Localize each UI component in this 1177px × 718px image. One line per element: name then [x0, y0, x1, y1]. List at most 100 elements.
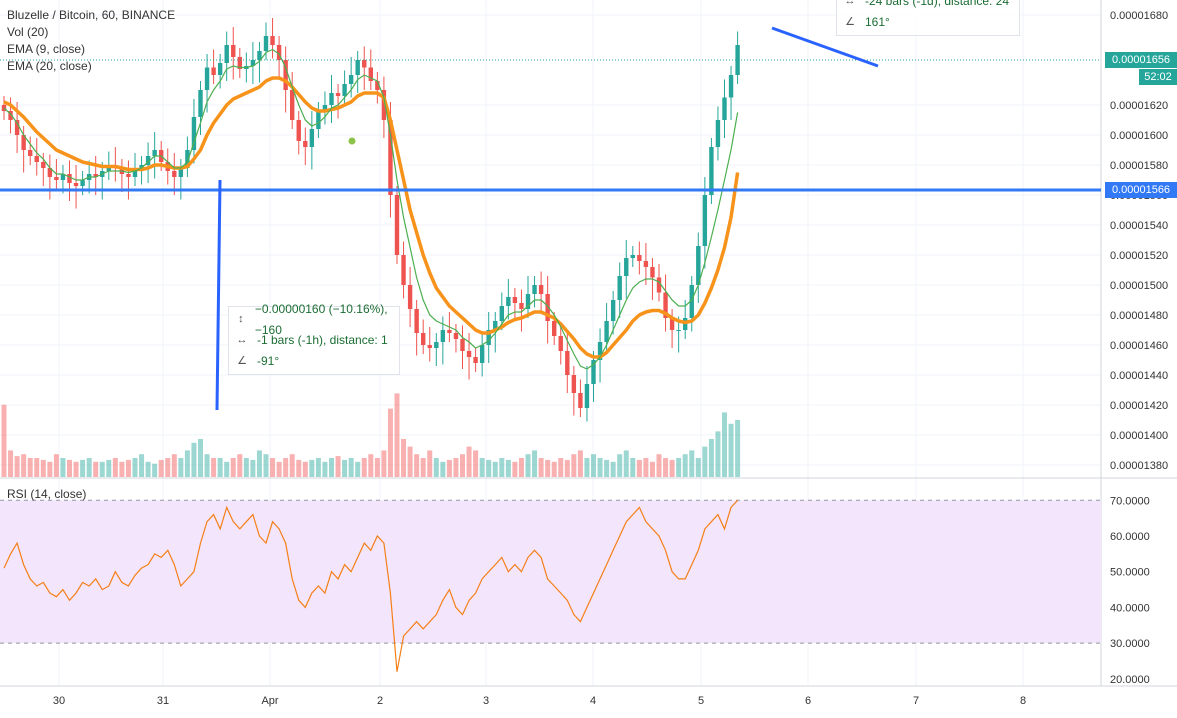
- volume-bar: [394, 393, 400, 477]
- ema9-line: [3, 48, 739, 370]
- rsi-tick-label: 20.0000: [1110, 674, 1150, 686]
- volume-bar: [145, 461, 151, 477]
- volume-bar: [669, 459, 675, 477]
- volume-bar: [60, 458, 66, 477]
- candle-body: [519, 303, 524, 309]
- volume-bar: [40, 459, 46, 477]
- volume-bar: [27, 458, 33, 477]
- symbol-title: Bluzelle / Bitcoin, 60, BINANCE: [7, 8, 176, 22]
- candle-body: [322, 105, 328, 111]
- time-tick-label: 8: [1020, 695, 1026, 707]
- volume-bar: [119, 461, 125, 477]
- candle-body: [388, 120, 393, 195]
- volume-bar: [263, 454, 269, 477]
- candle-body: [73, 183, 79, 186]
- volume-bar: [224, 461, 230, 477]
- volume-bar: [577, 450, 583, 477]
- candle-body: [47, 168, 53, 177]
- rsi-tick-label: 50.0000: [1110, 567, 1150, 579]
- candle-body: [348, 75, 354, 84]
- price-tick-label: 0.00001600: [1110, 130, 1168, 142]
- candle-body: [21, 135, 26, 150]
- price-tick-label: 0.00001380: [1110, 460, 1168, 472]
- measure-price-change: −0.00000160 (−10.16%), −160: [254, 301, 388, 337]
- volume-bar: [73, 461, 79, 477]
- volume-bar: [702, 446, 708, 477]
- candle-body: [224, 45, 229, 63]
- candle-body: [512, 297, 518, 303]
- candle-body: [211, 67, 216, 75]
- volume-bar: [132, 458, 138, 477]
- candle-body: [237, 57, 242, 69]
- volume-bar: [538, 458, 544, 477]
- candle-body: [309, 129, 315, 147]
- candle-body: [624, 258, 629, 276]
- volume-bar: [453, 458, 459, 477]
- volume-bar: [564, 459, 570, 477]
- candle-body: [132, 171, 138, 177]
- volume-bar: [335, 456, 341, 477]
- volume-bar: [649, 461, 655, 477]
- rsi-tick-label: 70.0000: [1110, 495, 1150, 507]
- candle-body: [722, 97, 727, 120]
- candle-body: [479, 345, 485, 363]
- volume-bar: [67, 459, 72, 477]
- volume-bar: [198, 439, 203, 477]
- volume-bar: [53, 454, 59, 477]
- candle-body: [656, 277, 662, 293]
- legend: Bluzelle / Bitcoin, 60, BINANCE Vol (20)…: [7, 7, 175, 75]
- volume-bar: [591, 454, 596, 477]
- candle-body: [663, 292, 668, 318]
- candle-body: [290, 90, 295, 120]
- volume-bar: [499, 458, 505, 477]
- volume-bar: [656, 454, 662, 477]
- volume-bar: [125, 459, 131, 477]
- volume-bar: [505, 459, 511, 477]
- candle-body: [689, 285, 694, 318]
- measure-angle: -91°: [257, 354, 280, 368]
- measure-line: [215, 179, 222, 411]
- volume-bar: [512, 461, 518, 477]
- candle-body: [617, 276, 622, 300]
- volume-bar: [433, 458, 439, 477]
- volume-bar: [204, 454, 210, 477]
- volume-bar: [715, 431, 721, 477]
- rsi-band: [0, 500, 1101, 644]
- candle-body: [381, 90, 387, 120]
- candle-body: [434, 342, 439, 348]
- candle-body: [506, 297, 511, 306]
- candle-body: [126, 174, 131, 177]
- volume-bar: [722, 412, 727, 477]
- trend-tool-box[interactable]: ↔ -24 bars (-1d), distance: 24 ∠ 161°: [836, 0, 1020, 36]
- candle-body: [715, 120, 721, 147]
- candle-body: [67, 174, 72, 183]
- time-tick-label: 7: [913, 695, 919, 707]
- candle-body: [329, 93, 334, 105]
- volume-bar: [152, 463, 158, 477]
- volume-bar: [466, 446, 472, 477]
- time-tick-label: 30: [53, 695, 65, 707]
- volume-bar: [401, 439, 407, 477]
- candle-body: [316, 111, 321, 129]
- measure-tool-box[interactable]: ↕ −0.00000160 (−10.16%), −160 ↔ -1 bars (-…: [228, 302, 400, 375]
- volume-bar: [604, 459, 610, 477]
- volume-bar: [708, 439, 714, 477]
- candle-body: [650, 267, 655, 278]
- price-tick-label: 0.00001480: [1110, 310, 1168, 322]
- candle-body: [303, 141, 308, 147]
- candle-body: [486, 330, 491, 345]
- candle-body: [342, 84, 347, 96]
- candle-body: [558, 336, 563, 351]
- volume-bar: [191, 442, 197, 477]
- volume-bar: [643, 458, 649, 477]
- candle-body: [217, 63, 223, 75]
- candle-body: [178, 168, 184, 177]
- candle-body: [630, 255, 635, 258]
- candle-body: [1, 105, 7, 111]
- price-tick-label: 0.00001620: [1110, 100, 1168, 112]
- volume-bar: [178, 458, 184, 477]
- volume-bar: [525, 454, 531, 477]
- hline-price-label: 0.00001566: [1105, 182, 1177, 198]
